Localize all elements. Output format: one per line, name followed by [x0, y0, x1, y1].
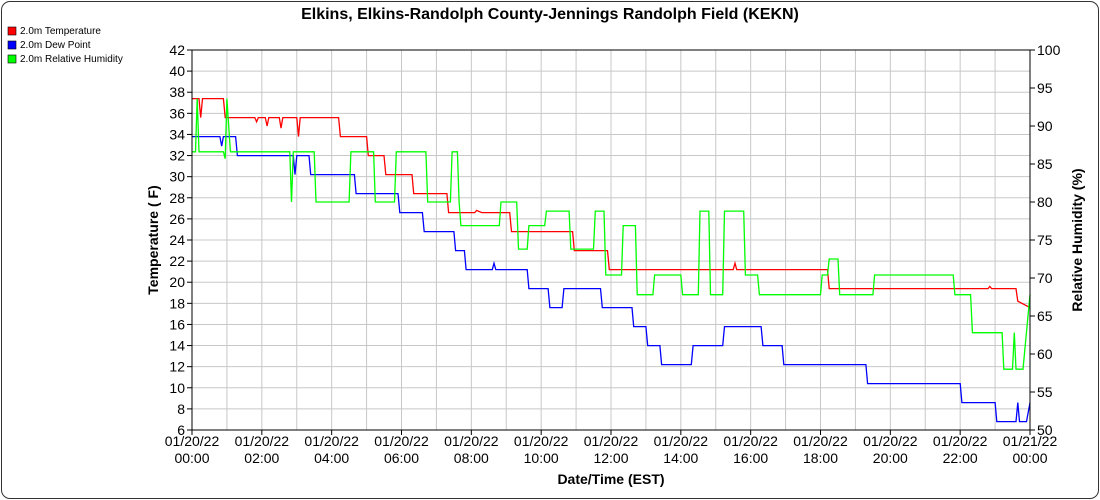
y-tick-label: 22: [169, 253, 185, 269]
x-tick-time: 02:00: [244, 450, 279, 466]
series-layer: [192, 97, 1031, 423]
x-tick-date: 01/20/22: [514, 433, 569, 449]
x-tick-time: 10:00: [524, 450, 559, 466]
x-tick-date: 01/20/22: [444, 433, 499, 449]
y2-tick-label: 50: [1037, 422, 1053, 438]
y2-tick-label: 100: [1037, 42, 1061, 58]
x-tick-time: 20:00: [873, 450, 908, 466]
y-tick-label: 18: [169, 295, 185, 311]
axes: 6 8 10 12 14 16 18 20 22 24 26 28 30 32 34 36 38 40 42 50 55…: [165, 42, 1061, 466]
y2-tick-label: 60: [1037, 346, 1053, 362]
x-tick-time: 04:00: [314, 450, 349, 466]
y-tick-label: 16: [169, 316, 185, 332]
y-tick-label: 38: [169, 84, 185, 100]
y-tick-label: 34: [169, 126, 185, 142]
x-tick-time: 16:00: [733, 450, 768, 466]
y-tick-label: 30: [169, 169, 185, 185]
legend-swatch: [7, 26, 17, 36]
legend-label: 2.0m Temperature: [20, 26, 101, 37]
legend: 2.0m Temperature 2.0m Dew Point 2.0m Relat…: [7, 26, 123, 65]
series-line-2: [192, 98, 1031, 370]
y2-tick-label: 95: [1037, 80, 1053, 96]
y-tick-label: 10: [169, 380, 185, 396]
y2-axis-title: Relative Humidity (%): [1069, 168, 1085, 311]
x-tick-date: 01/20/22: [235, 433, 290, 449]
y-tick-label: 40: [169, 63, 185, 79]
x-tick-date: 01/20/22: [304, 433, 359, 449]
x-tick-time: 14:00: [663, 450, 698, 466]
x-tick-time: 00:00: [174, 450, 209, 466]
y2-tick-label: 65: [1037, 308, 1053, 324]
x-axis-title: Date/Time (EST): [557, 471, 664, 487]
y-tick-label: 24: [169, 232, 185, 248]
x-tick-date: 01/20/22: [933, 433, 988, 449]
plot-border: [191, 49, 1031, 431]
y2-tick-label: 70: [1037, 270, 1053, 286]
series-line-0: [192, 97, 1031, 309]
x-tick-time: 12:00: [593, 450, 628, 466]
x-tick-date: 01/20/22: [723, 433, 778, 449]
y-tick-label: 14: [169, 338, 185, 354]
x-tick-date: 01/20/22: [863, 433, 918, 449]
y-tick-label: 8: [177, 401, 185, 417]
y2-tick-label: 75: [1037, 232, 1053, 248]
grid: [191, 49, 1031, 431]
y2-tick-label: 55: [1037, 384, 1053, 400]
y-tick-label: 20: [169, 274, 185, 290]
x-tick-time: 18:00: [803, 450, 838, 466]
chart-title: Elkins, Elkins-Randolph County-Jennings …: [301, 6, 799, 23]
x-tick-time: 00:00: [1012, 450, 1047, 466]
x-tick-date: 01/20/22: [584, 433, 639, 449]
x-tick-time: 08:00: [454, 450, 489, 466]
legend-label: 2.0m Dew Point: [20, 40, 91, 51]
x-tick-time: 22:00: [943, 450, 978, 466]
y2-tick-label: 85: [1037, 156, 1053, 172]
x-tick-time: 06:00: [384, 450, 419, 466]
y-tick-label: 36: [169, 105, 185, 121]
y-tick-label: 12: [169, 359, 185, 375]
x-tick-date: 01/20/22: [654, 433, 709, 449]
x-tick-date: 01/20/22: [374, 433, 429, 449]
y-tick-label: 6: [177, 422, 185, 438]
legend-label: 2.0m Relative Humidity: [20, 54, 123, 65]
x-tick-date: 01/20/22: [793, 433, 848, 449]
y-tick-label: 28: [169, 190, 185, 206]
x-tick-date: 01/20/22: [165, 433, 220, 449]
y-tick-label: 32: [169, 148, 185, 164]
y2-tick-label: 80: [1037, 194, 1053, 210]
legend-swatch: [7, 40, 17, 50]
y2-tick-label: 90: [1037, 118, 1053, 134]
series-line-1: [192, 135, 1031, 423]
x-tick-date: 01/21/22: [1003, 433, 1058, 449]
legend-swatch: [7, 54, 17, 64]
y-tick-label: 26: [169, 211, 185, 227]
y-tick-label: 42: [169, 42, 185, 58]
y-axis-title: Temperature ( F): [145, 185, 161, 294]
